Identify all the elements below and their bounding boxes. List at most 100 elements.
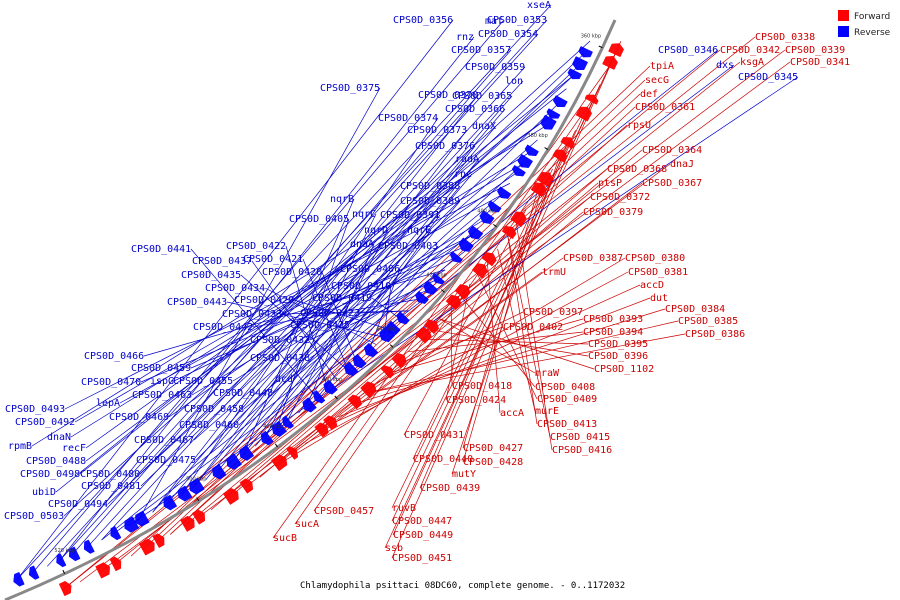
reverse-gene-label: CPS0D_0442 [193, 322, 253, 333]
legend-swatch-forward [838, 10, 849, 21]
reverse-gene-label: xseA [527, 0, 551, 11]
forward-leader-line [429, 329, 589, 357]
forward-gene-label: CPS0D_0408 [535, 382, 595, 393]
reverse-gene-label: nqrB [330, 194, 354, 205]
reverse-leader-line [140, 246, 464, 383]
forward-gene-35 [501, 225, 517, 240]
reverse-gene-label: nqrC [352, 209, 376, 220]
forward-leader-line [365, 333, 686, 394]
reverse-gene-25 [323, 379, 338, 395]
reverse-leader-line [275, 218, 350, 432]
forward-gene-label: ksgA [740, 57, 764, 68]
forward-leader-line [275, 257, 626, 467]
reverse-gene-label: CPS0D_0389 [400, 196, 460, 207]
reverse-gene-label: CPS0D_0503 [4, 511, 64, 522]
reverse-leader-line [349, 289, 429, 326]
tick-label: 440 kbp [376, 326, 396, 332]
forward-gene-label: CPS0D_0428 [463, 457, 523, 468]
reverse-leader-line [285, 245, 329, 390]
reverse-gene-label: CPS0D_0373 [407, 125, 467, 136]
reverse-gene-56 [572, 56, 589, 71]
reverse-gene-label: CPS0D_0366 [445, 104, 505, 115]
forward-leader-line [376, 311, 524, 384]
forward-gene-label: dut [650, 293, 668, 304]
reverse-gene-36 [423, 280, 438, 295]
forward-gene-14 [270, 454, 288, 472]
forward-gene-23 [380, 365, 394, 379]
reverse-gene-27 [343, 361, 359, 377]
reverse-leader-line [140, 66, 579, 487]
tick-label: 500 kbp [186, 477, 206, 483]
reverse-leader-line [47, 19, 548, 567]
reverse-leader-line [101, 49, 719, 541]
map-caption: Chlamydophila psittaci 08DC60, complete … [300, 581, 625, 591]
forward-gene-48 [608, 43, 624, 58]
tick-label: 480 kbp [263, 424, 283, 430]
reverse-gene-label: CPS0D_0441 [131, 244, 191, 255]
reverse-gene-label: CPS0D_0425 [290, 320, 350, 331]
reverse-gene-24 [313, 390, 326, 404]
reverse-gene-label: CPS0D_0488 [26, 456, 86, 467]
forward-leader-line [451, 158, 559, 475]
forward-gene-label: CPS0D_0447 [392, 516, 452, 527]
forward-gene-label: mutY [452, 469, 476, 480]
reverse-gene-label: CPS0D_0460 [179, 420, 239, 431]
forward-gene-21 [360, 381, 377, 399]
forward-gene-label: CPS0D_0381 [628, 267, 688, 278]
reverse-gene-33 [396, 311, 410, 325]
forward-gene-41 [552, 149, 568, 163]
reverse-gene-57 [578, 46, 593, 58]
reverse-gene-39 [449, 251, 463, 263]
tick-mark [544, 147, 549, 151]
reverse-gene-label: CPS0D_0467 [134, 435, 194, 446]
reverse-leader-line [32, 20, 504, 574]
reverse-gene-label: CPS0D_0376 [415, 141, 475, 152]
forward-leader-line [327, 284, 641, 426]
forward-gene-label: sucA [295, 519, 319, 530]
reverse-leader-line [242, 198, 355, 456]
reverse-gene-label: CPS0D_0374 [378, 113, 438, 124]
forward-gene-label: CPS0D_0394 [583, 327, 643, 338]
label-leader-lines [16, 4, 799, 591]
forward-gene-label: CPS0D_0372 [590, 192, 650, 203]
forward-leader-line [210, 168, 608, 510]
reverse-gene-43 [479, 210, 495, 224]
reverse-gene-40 [458, 237, 474, 252]
genome-backbone-arc [4, 19, 617, 600]
forward-gene-label: CPS0D_0451 [392, 553, 452, 564]
reverse-gene-label: CPS0D_0357 [451, 45, 511, 56]
reverse-leader-line [192, 125, 497, 489]
reverse-gene-label: CPS0D_0432 [250, 335, 310, 346]
gene-features [13, 43, 624, 597]
reverse-leader-line [168, 172, 518, 418]
reverse-gene-44 [487, 200, 502, 213]
reverse-gene-label: CPS0D_0423 [300, 308, 360, 319]
reverse-gene-label: dnaN [47, 432, 71, 443]
reverse-gene-label: CPS0D_0403 [378, 241, 438, 252]
forward-gene-label: CPS0D_0413 [537, 419, 597, 430]
reverse-gene-label: CPS0D_0375 [320, 83, 380, 94]
forward-leader-line [183, 149, 643, 527]
reverse-gene-label: CPS0D_0492 [15, 417, 75, 428]
forward-leader-line [384, 54, 616, 549]
forward-gene-label: murE [535, 406, 559, 417]
reverse-gene-label: CPS0D_0429 [234, 295, 294, 306]
reverse-gene-label: CPS0D_0469 [109, 412, 169, 423]
reverse-gene-label: CPS0D_0421 [243, 254, 303, 265]
forward-gene-label: ssb [385, 543, 403, 554]
reverse-gene-label: CPS0D_0463 [132, 390, 192, 401]
forward-gene-label: CPS0D_0386 [685, 329, 745, 340]
reverse-gene-48 [517, 153, 534, 168]
reverse-gene-label: radA [455, 154, 479, 165]
reverse-gene-5 [83, 539, 95, 554]
reverse-gene-label: ubiD [32, 487, 56, 498]
reverse-gene-11 [163, 494, 178, 511]
forward-gene-39 [536, 172, 554, 188]
reverse-gene-37 [432, 272, 445, 285]
reverse-gene-label: CPS0D_0420 [262, 267, 322, 278]
forward-gene-26 [415, 327, 432, 344]
gene-labels: CPS0D_0338 CPS0D_0342 CPS0D_0339CPS0D_0341… [4, 0, 850, 564]
reverse-leader-line [59, 36, 475, 561]
reverse-gene-12 [177, 485, 193, 502]
forward-gene-label: CPS0D_0416 [552, 445, 612, 456]
